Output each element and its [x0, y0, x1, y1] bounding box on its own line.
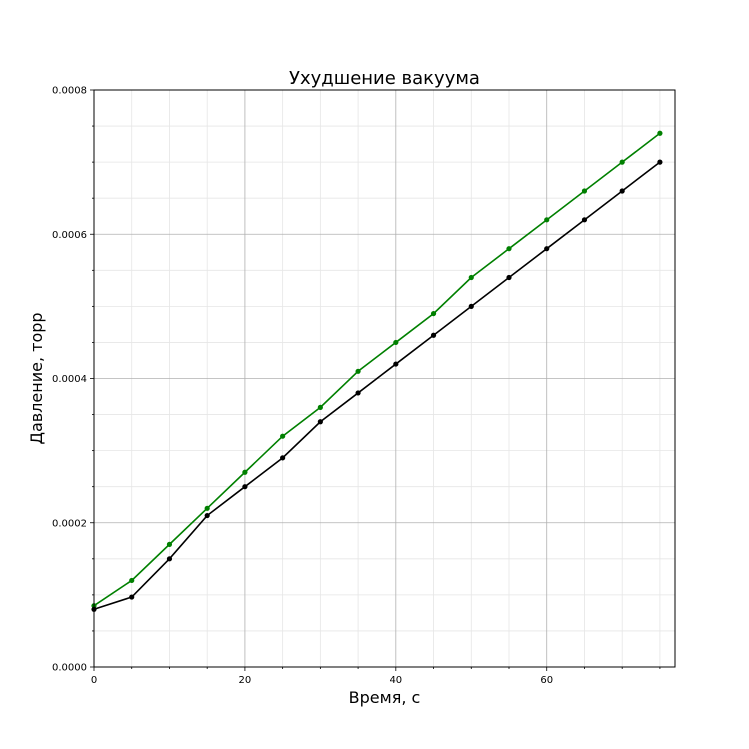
series-2-point: [317, 419, 323, 425]
series-1-point: [129, 577, 135, 584]
y-tick-label: 0.0002: [52, 518, 87, 529]
x-axis-label: Время, с: [349, 688, 421, 707]
x-tick-label: 60: [540, 675, 553, 686]
series-2-point: [619, 188, 625, 194]
series-2-point: [355, 390, 361, 396]
series-1-point: [393, 339, 399, 346]
series-1-line: [93, 132, 661, 607]
series-1-point: [166, 541, 173, 547]
series-1-point: [355, 368, 361, 374]
major-grid: [93, 89, 675, 668]
y-axis-label: Давление, торр: [27, 312, 46, 444]
series-1-point: [430, 310, 437, 317]
series-2-point: [393, 361, 399, 367]
series-2-point: [468, 303, 474, 309]
series-1-point: [619, 159, 625, 165]
series-1-point: [317, 404, 323, 410]
series-2-line: [93, 161, 661, 611]
series-1-point: [657, 130, 663, 136]
y-tick-label: 0.0004: [52, 374, 87, 385]
series-1-point: [468, 274, 474, 281]
series-layer: [91, 130, 663, 612]
series-2-point: [280, 455, 286, 461]
chart-title: Ухудшение вакуума: [289, 68, 480, 89]
y-tick-label: 0.0008: [52, 86, 87, 97]
x-tick-label: 40: [389, 675, 402, 686]
series-2-point: [657, 159, 663, 165]
series-2-point: [204, 512, 210, 519]
series-1-point: [506, 246, 512, 252]
series-1-point: [544, 217, 550, 223]
series-2-point: [581, 217, 588, 223]
series-1-point: [242, 469, 248, 475]
minor-grid: [94, 90, 675, 667]
series-1-point: [204, 505, 210, 511]
series-2-point: [166, 556, 173, 562]
x-tick-label: 20: [239, 675, 252, 686]
x-tick-label: 0: [91, 675, 97, 686]
series-2-point: [430, 332, 437, 338]
series-2-point: [129, 594, 135, 600]
series-2-point: [506, 274, 512, 281]
y-tick-label: 0.0006: [52, 230, 87, 241]
series-2-point: [242, 484, 248, 490]
series-1-point: [280, 433, 286, 439]
ticks-layer: 0 20 40 60 0.0000 0.0002 0.0004 0.0006 0.0008: [52, 86, 661, 686]
series-1-point: [581, 188, 588, 194]
series-2-point: [544, 246, 550, 252]
y-tick-label: 0.0000: [52, 663, 87, 674]
